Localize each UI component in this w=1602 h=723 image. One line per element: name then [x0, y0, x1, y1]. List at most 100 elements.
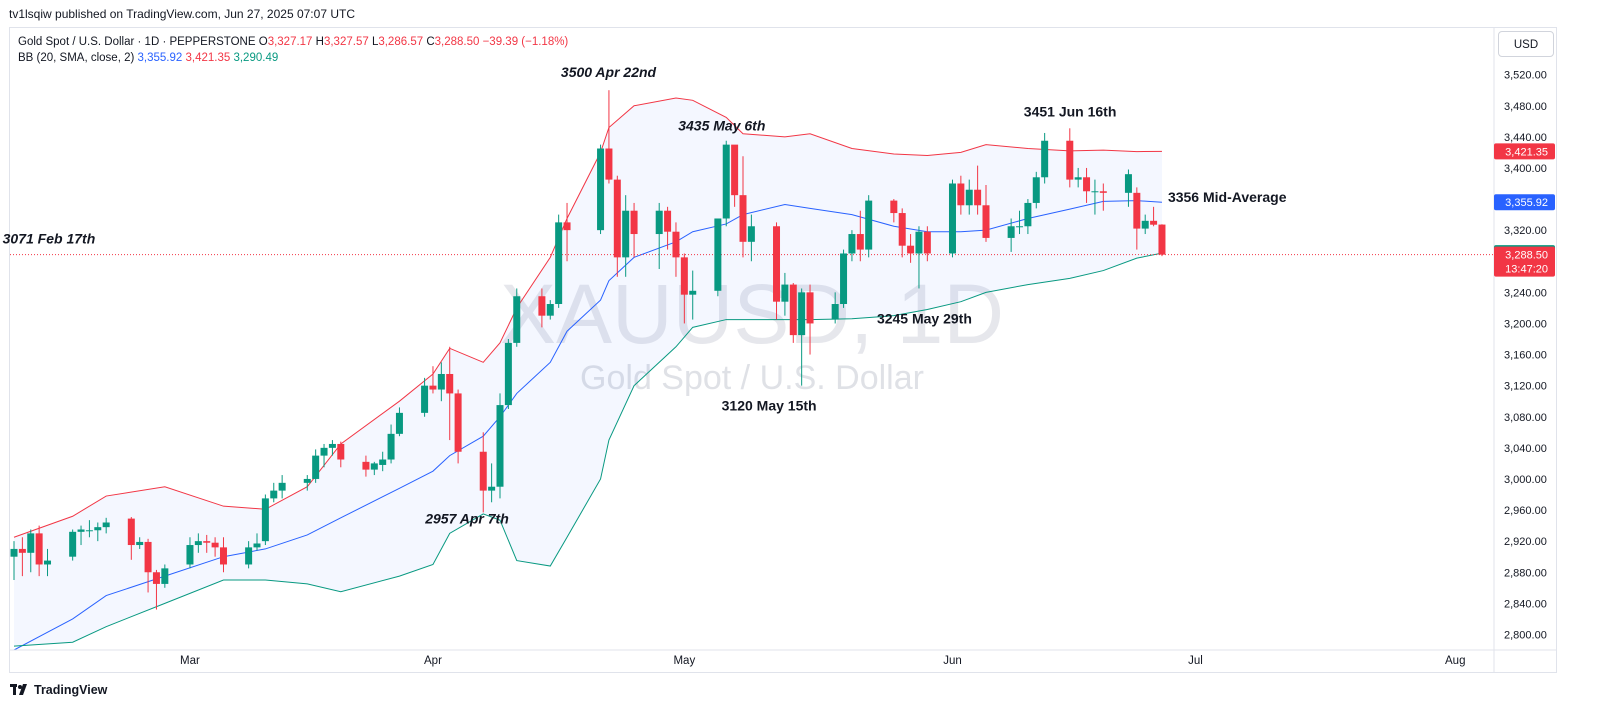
candle-body [538, 296, 546, 316]
candle [957, 175, 965, 215]
candle-body [563, 222, 571, 231]
price-tag-countdown: 13:47:20 [1505, 264, 1548, 276]
candle [278, 475, 286, 499]
candle [1074, 167, 1082, 188]
price-tick-label: 3,320.00 [1504, 225, 1547, 237]
candle [680, 253, 688, 324]
candle-body [798, 292, 806, 336]
candle [948, 179, 956, 258]
candle [1016, 210, 1024, 235]
candle [907, 234, 915, 263]
candle [1024, 199, 1032, 235]
candle [127, 517, 135, 560]
candle [261, 494, 269, 546]
candle [840, 249, 848, 308]
candle [613, 175, 621, 277]
price-tick-label: 3,120.00 [1504, 381, 1547, 393]
legend-close: 3,288.50 [434, 36, 480, 48]
price-tick-label: 3,240.00 [1504, 287, 1547, 299]
candle [10, 541, 18, 581]
legend-open-label: O [258, 36, 268, 48]
price-axis[interactable]: 2,800.00 2,840.00 2,880.00 2,920.00 2,960.00… [1493, 27, 1547, 672]
candle [379, 451, 387, 472]
candle [865, 195, 873, 258]
candle-body [370, 463, 378, 470]
legend-bb-row: BB (20, SMA, close, 2) 3,355.92 3,421.35… [18, 50, 568, 66]
candle [328, 440, 336, 456]
annotation-label: 3500 Apr 22nd [561, 64, 657, 80]
currency-button[interactable]: USD [1498, 31, 1554, 57]
candle-body [731, 144, 739, 196]
candle-body [44, 560, 52, 565]
candle-body [1133, 192, 1141, 229]
candle [253, 533, 261, 551]
candle [538, 288, 546, 328]
candle-body [513, 296, 521, 343]
candle-body [161, 568, 169, 584]
time-tick-label: Aug [1445, 655, 1465, 667]
candle [1041, 132, 1049, 184]
annotation-label: 3245 May 29th [877, 310, 972, 326]
time-axis[interactable]: Mar Apr May Jun Jul Aug [10, 649, 1557, 667]
candle-body [722, 144, 730, 219]
candle [714, 218, 722, 297]
bb-lower-line [13, 252, 1163, 647]
candle [303, 475, 311, 491]
candle [1141, 214, 1149, 235]
tradingview-logo-icon [10, 684, 27, 695]
candle [479, 432, 487, 513]
candle-body [898, 213, 906, 246]
legend-high: 3,327.57 [323, 36, 369, 48]
tradingview-branding[interactable]: TradingView [10, 683, 107, 697]
candle [429, 366, 437, 394]
candle [194, 533, 202, 553]
candle [454, 389, 462, 464]
candle-body [337, 443, 345, 460]
candle-body [312, 455, 320, 479]
candle-body [630, 210, 638, 235]
time-tick-label: Mar [180, 655, 200, 667]
bollinger-bands [13, 97, 1163, 651]
candle-body [664, 210, 672, 232]
candle [421, 377, 429, 417]
candle [370, 461, 378, 476]
candle-body [689, 290, 697, 295]
candle-body [211, 542, 219, 548]
time-tick-label: May [673, 655, 695, 667]
candle [513, 288, 521, 347]
candle [320, 443, 328, 468]
candle-body [806, 292, 814, 324]
candle-body [1007, 226, 1015, 238]
candle [211, 537, 219, 557]
candle [203, 534, 211, 553]
time-tick-label: Jun [943, 655, 962, 667]
candle-body [680, 257, 688, 295]
candle-body [1158, 224, 1166, 255]
candle-body [1150, 220, 1158, 225]
candle-body [605, 148, 613, 180]
candle-body [865, 200, 873, 250]
price-tick-label: 3,400.00 [1504, 163, 1547, 175]
candles[interactable] [10, 90, 1166, 610]
candle [915, 226, 923, 289]
time-tick-label: Apr [424, 655, 442, 667]
candle [437, 362, 445, 402]
candle-body [1099, 191, 1107, 193]
candle-body [261, 498, 269, 542]
candle-body [253, 543, 261, 548]
price-tick-label: 3,480.00 [1504, 101, 1547, 113]
candle-body [362, 461, 370, 470]
legend-open: 3,327.17 [267, 36, 313, 48]
price-tick-label: 3,440.00 [1504, 132, 1547, 144]
price-tag-value: 3,355.92 [1505, 197, 1548, 209]
candle-body [1066, 140, 1074, 180]
candle-body [831, 304, 839, 320]
legend-low-label: L [371, 36, 379, 48]
candle-body [739, 195, 747, 242]
candle [982, 185, 990, 242]
candle-body [974, 189, 982, 206]
candle-body [77, 529, 85, 532]
watermark-symbol: XAUUSD, 1D [500, 267, 1004, 361]
